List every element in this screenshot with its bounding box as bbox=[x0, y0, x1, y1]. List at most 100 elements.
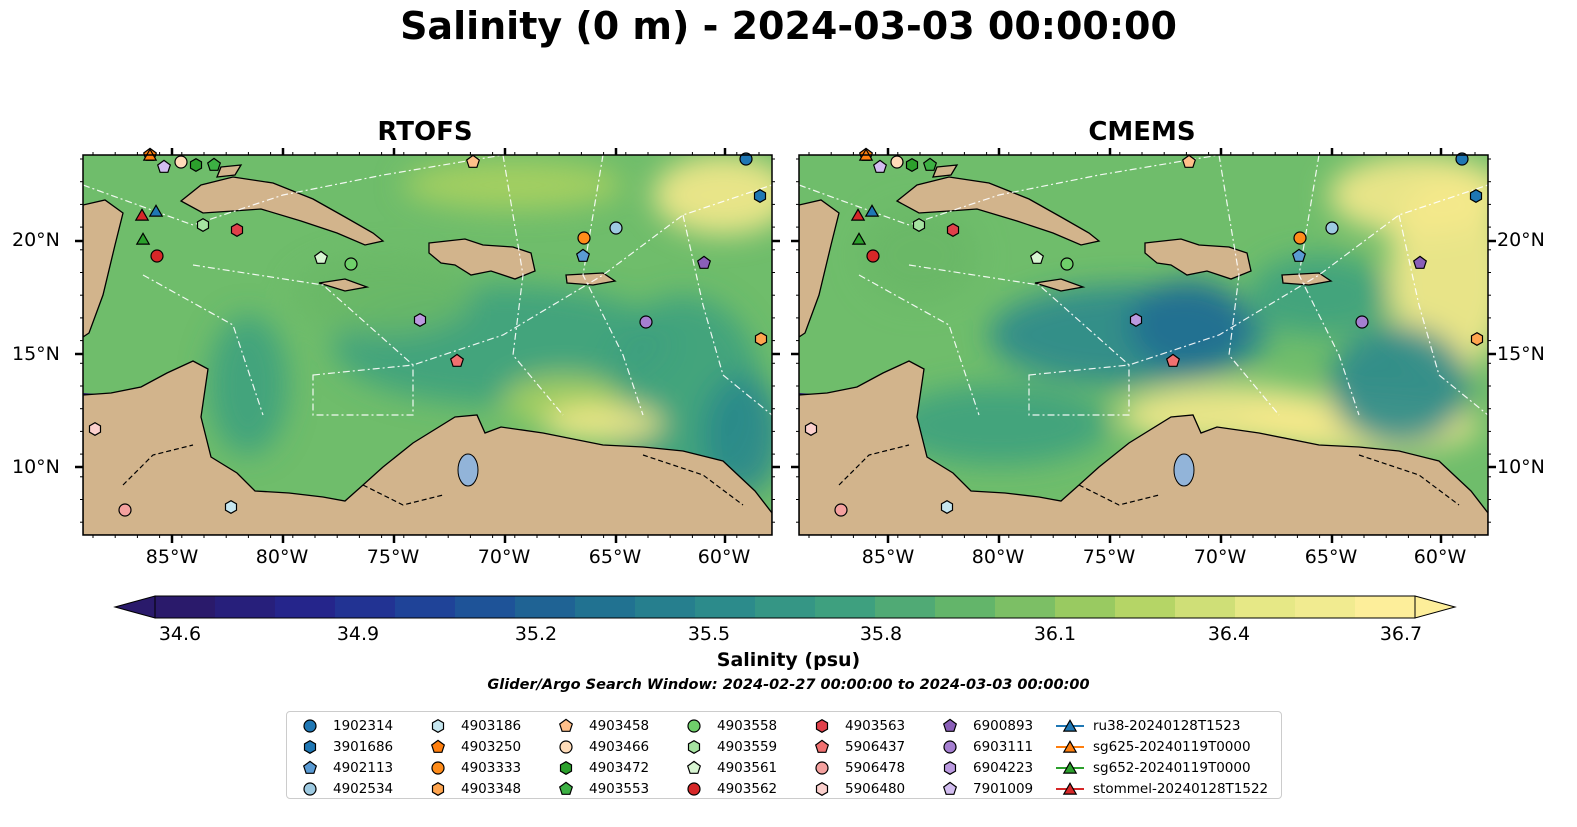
colorbar-tick: 36.7 bbox=[1379, 623, 1423, 645]
lat-label-15n-right: 15°N bbox=[1497, 343, 1545, 365]
platform-marker bbox=[1469, 189, 1483, 203]
legend-item: 7901009 bbox=[935, 778, 1033, 799]
legend-column: 4903458 4903466 4903472 4903553 bbox=[551, 715, 649, 799]
landmass bbox=[318, 278, 370, 292]
legend-marker-icon bbox=[1056, 760, 1084, 774]
legend-marker-icon bbox=[687, 739, 701, 754]
landmass bbox=[1144, 238, 1252, 280]
legend-item: 5906478 bbox=[807, 757, 905, 778]
legend-marker-icon bbox=[431, 781, 445, 796]
landmass bbox=[895, 176, 1101, 246]
legend-item: 4903466 bbox=[551, 736, 649, 757]
legend-marker-icon bbox=[815, 760, 829, 775]
legend-label: 4903466 bbox=[589, 738, 650, 755]
country-border bbox=[362, 484, 444, 506]
legend-label: 4903250 bbox=[461, 738, 522, 755]
legend-item: 4903562 bbox=[679, 778, 777, 799]
eez-boundary bbox=[1298, 155, 1360, 416]
legend-item: 4903559 bbox=[679, 736, 777, 757]
legend-marker-icon bbox=[1056, 781, 1084, 795]
legend-marker bbox=[815, 781, 829, 796]
platform-marker bbox=[922, 157, 938, 171]
legend-marker bbox=[687, 718, 701, 733]
legend-marker bbox=[942, 718, 958, 732]
legend: 1902314 3901686 4902113 4902534 4903186 49032… bbox=[286, 711, 1282, 799]
legend-item: stommel-20240128T1522 bbox=[1055, 778, 1268, 799]
colorbar-bin bbox=[515, 596, 576, 618]
platform-marker bbox=[224, 500, 238, 514]
legend-label: 4903186 bbox=[461, 717, 522, 734]
eez-boundary bbox=[682, 214, 772, 416]
eez-boundary bbox=[1028, 364, 1130, 416]
platform-marker bbox=[866, 249, 880, 263]
lat-label-15n-left: 15°N bbox=[12, 343, 60, 365]
lat-label-10n-right: 10°N bbox=[1497, 456, 1545, 478]
colorbar-bin bbox=[275, 596, 336, 618]
platform-marker bbox=[905, 158, 919, 172]
colorbar-bin bbox=[155, 596, 216, 618]
platform-marker bbox=[696, 255, 712, 269]
platform-marker bbox=[135, 232, 151, 245]
legend-marker-icon bbox=[942, 718, 958, 732]
legend-marker bbox=[1062, 718, 1078, 732]
platform-marker bbox=[940, 500, 954, 514]
eez-boundary bbox=[908, 184, 1488, 366]
legend-column: 4903563 5906437 5906478 5906480 bbox=[807, 715, 905, 799]
colorbar-bin bbox=[1295, 596, 1356, 618]
landmass bbox=[179, 176, 385, 246]
legend-marker bbox=[558, 718, 574, 732]
platform-marker bbox=[189, 158, 203, 172]
platform-marker bbox=[890, 155, 904, 169]
platform-marker bbox=[609, 221, 623, 235]
legend-marker-icon bbox=[814, 739, 830, 753]
legend-column: ru38-20240128T1523 sg625-20240119T0000 sg6… bbox=[1055, 715, 1268, 799]
colorbar-bin bbox=[935, 596, 996, 618]
legend-marker-icon bbox=[558, 718, 574, 732]
legend-marker bbox=[815, 760, 829, 775]
lon-label-65w-left: 65°W bbox=[588, 546, 642, 568]
lon-label-75w-left: 75°W bbox=[366, 546, 420, 568]
lon-label-80w-left: 80°W bbox=[255, 546, 309, 568]
country-border bbox=[1078, 484, 1160, 506]
legend-marker bbox=[1062, 760, 1078, 774]
legend-label: 4903563 bbox=[845, 717, 906, 734]
legend-label: 5906437 bbox=[845, 738, 906, 755]
legend-item: 6900893 bbox=[935, 715, 1033, 736]
colorbar-bin bbox=[1235, 596, 1296, 618]
platform-marker bbox=[1412, 255, 1428, 269]
legend-marker-icon bbox=[303, 739, 317, 754]
platform-marker bbox=[134, 208, 150, 221]
legend-item: 5906437 bbox=[807, 736, 905, 757]
legend-label: 4903558 bbox=[717, 717, 778, 734]
landmass bbox=[215, 164, 243, 178]
legend-marker-icon bbox=[687, 781, 701, 796]
country-border bbox=[838, 444, 910, 486]
legend-label: 5906480 bbox=[845, 780, 906, 797]
legend-marker-icon bbox=[943, 760, 957, 775]
colorbar-tick: 36.1 bbox=[1033, 623, 1077, 645]
map-frame bbox=[798, 154, 1489, 536]
platform-marker bbox=[449, 353, 465, 367]
legend-marker-icon bbox=[1056, 739, 1084, 753]
panel-title-cmems: CMEMS bbox=[1088, 117, 1196, 147]
legend-column: 6900893 6903111 6904223 7901009 bbox=[935, 715, 1033, 799]
country-border bbox=[122, 444, 194, 486]
lon-label-70w-right: 70°W bbox=[1193, 546, 1247, 568]
colorbar-bin bbox=[1115, 596, 1176, 618]
colorbar-bin bbox=[875, 596, 936, 618]
landmass bbox=[1034, 278, 1086, 292]
colorbar-bin bbox=[215, 596, 276, 618]
colorbar-bin bbox=[1355, 596, 1416, 618]
platform-marker bbox=[156, 159, 172, 173]
landmass bbox=[1281, 272, 1333, 286]
lat-label-20n-right: 20°N bbox=[1497, 229, 1545, 251]
platform-marker bbox=[174, 155, 188, 169]
legend-item: 4903563 bbox=[807, 715, 905, 736]
legend-marker bbox=[943, 739, 957, 754]
legend-label: 4903553 bbox=[589, 780, 650, 797]
legend-label: ru38-20240128T1523 bbox=[1093, 717, 1241, 734]
platform-marker bbox=[1129, 313, 1143, 327]
legend-label: 4903458 bbox=[589, 717, 650, 734]
lon-label-80w-right: 80°W bbox=[971, 546, 1025, 568]
lat-label-10n-left: 10°N bbox=[12, 456, 60, 478]
